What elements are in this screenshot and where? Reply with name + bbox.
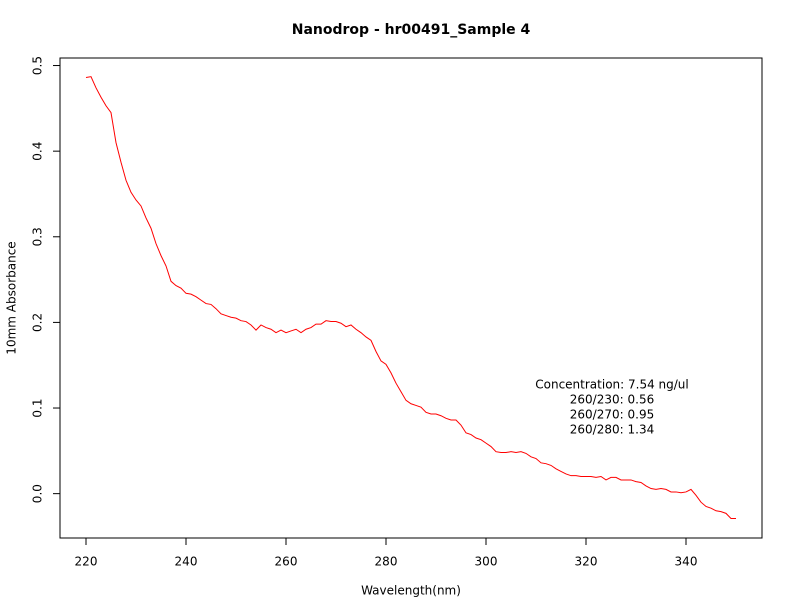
x-axis-label: Wavelength(nm) [361,584,461,598]
annotation: 260/270: 0.95 [570,408,654,422]
x-tick-label: 220 [75,555,98,569]
y-tick-label: 0.3 [31,227,45,246]
data-line [85,76,736,519]
plot-box [59,57,763,539]
annotation: 260/280: 1.34 [570,423,654,437]
y-tick-label: 0.2 [31,313,45,332]
y-tick-label: 0.1 [31,398,45,417]
y-tick-label: 0.4 [31,142,45,161]
x-tick-label: 240 [175,555,198,569]
x-tick-label: 340 [675,555,698,569]
annotation: 260/230: 0.56 [570,393,654,407]
y-axis-label: 10mm Absorbance [5,241,19,354]
chart-title: Nanodrop - hr00491_Sample 4 [292,22,531,38]
x-tick-label: 260 [275,555,298,569]
x-tick-label: 320 [575,555,598,569]
y-tick-label: 0.5 [31,56,45,75]
annotation: Concentration: 7.54 ng/ul [535,378,689,392]
x-tick-label: 300 [475,555,498,569]
y-tick-label: 0.0 [31,484,45,503]
x-tick-label: 280 [375,555,398,569]
